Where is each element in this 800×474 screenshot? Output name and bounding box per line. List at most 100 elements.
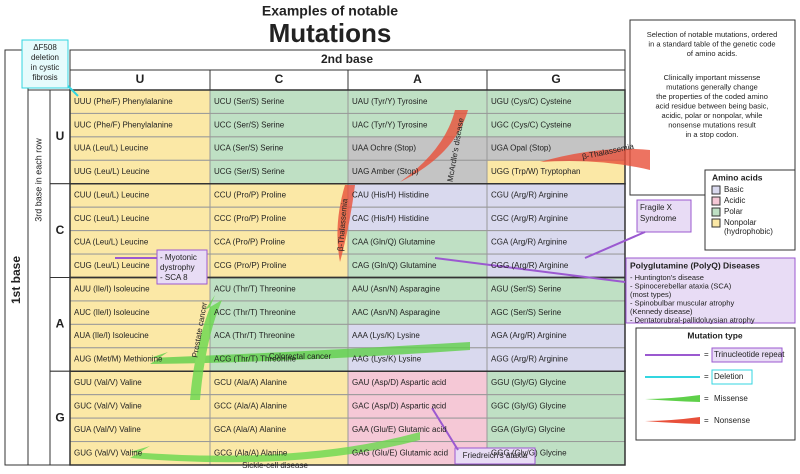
codon: UUC (Phe/F) Phenylalanine bbox=[74, 120, 173, 129]
fragile-box bbox=[636, 199, 692, 233]
description: the properties of the coded amino bbox=[656, 92, 768, 101]
codon: ACC (Thr/T) Threonine bbox=[214, 308, 296, 317]
description: acidic, polar or nonpolar, while bbox=[662, 111, 763, 120]
annotation: fibrosis bbox=[32, 73, 57, 82]
group-border bbox=[69, 370, 626, 466]
mutation-label: Trinucleotide repeat bbox=[714, 350, 785, 359]
repeat-line bbox=[431, 407, 459, 451]
mcardle-arrow bbox=[400, 110, 468, 182]
legend-label: Acidic bbox=[724, 196, 745, 205]
description: in a stop codon. bbox=[686, 130, 739, 139]
description-box bbox=[629, 19, 796, 196]
title: Examples of notable bbox=[262, 3, 398, 19]
annotation: dystrophy bbox=[160, 263, 195, 272]
codon: AUG (Met/M) Methionine bbox=[74, 355, 163, 364]
codon: AUC (Ile/I) Isoleucine bbox=[74, 308, 150, 317]
description: nonsense mutations result bbox=[668, 120, 756, 129]
second-base: 2nd base bbox=[321, 52, 373, 66]
polyq-item: - Huntington's disease bbox=[630, 273, 704, 282]
codon: CCA (Pro/P) Proline bbox=[214, 237, 286, 246]
codon: UGG (Trp/W) Tryptophan bbox=[491, 167, 581, 176]
codon: AGU (Ser/S) Serine bbox=[491, 284, 562, 293]
connectors bbox=[67, 85, 646, 451]
legend-title: Amino acids bbox=[712, 172, 763, 182]
codon: CCC (Pro/P) Proline bbox=[214, 214, 287, 223]
polyq-box bbox=[625, 257, 796, 324]
legend-label: Polar bbox=[724, 207, 743, 216]
annotation: in cystic bbox=[31, 63, 59, 72]
codon: AGC (Ser/S) Serine bbox=[491, 308, 562, 317]
codon: AAG (Lys/K) Lysine bbox=[352, 355, 422, 364]
codon: GGG (Gly/G) Glycine bbox=[491, 448, 567, 457]
description: in a standard table of the genetic code bbox=[648, 39, 775, 48]
codon: AUA (Ile/I) Isoleucine bbox=[74, 331, 149, 340]
annotation: Syndrome bbox=[640, 214, 677, 223]
codon: UAA Ochre (Stop) bbox=[352, 144, 416, 153]
codon: UUU (Phe/F) Phenylalanine bbox=[74, 97, 173, 106]
codon: GCG (Ala/A) Alanine bbox=[214, 448, 288, 457]
codon: AAA (Lys/K) Lysine bbox=[352, 331, 420, 340]
codon: CAU (His/H) Histidine bbox=[352, 191, 429, 200]
third-base: 3rd base in each row bbox=[33, 138, 43, 222]
codon: GUC (Val/V) Valine bbox=[74, 402, 142, 411]
mutation-label: Deletion bbox=[714, 372, 743, 381]
row-label: U bbox=[56, 129, 65, 143]
description: Clinically important missense bbox=[664, 73, 761, 82]
thal-arrow-2 bbox=[337, 185, 355, 262]
codon: CUG (Leu/L) Leucine bbox=[74, 261, 150, 270]
label-box bbox=[711, 369, 753, 385]
repeat-line bbox=[434, 257, 626, 283]
polyq-item: - Spinocerebellar ataxia (SCA) bbox=[630, 281, 732, 290]
codon: UUG (Leu/L) Leucine bbox=[74, 167, 150, 176]
colorectal-arrow bbox=[150, 342, 470, 364]
codon: CCU (Pro/P) Proline bbox=[214, 191, 287, 200]
codon: UGC (Cys/C) Cysteine bbox=[491, 120, 572, 129]
description: of amino acids. bbox=[687, 49, 737, 58]
repeat-line bbox=[584, 231, 646, 259]
sickle-arrow bbox=[130, 432, 420, 463]
codon: UCA (Ser/S) Serine bbox=[214, 144, 284, 153]
row-label: C bbox=[56, 223, 65, 237]
label-box bbox=[711, 347, 783, 363]
legend-label: (hydrophobic) bbox=[724, 227, 773, 236]
codon: GCA (Ala/A) Alanine bbox=[214, 425, 287, 434]
codon: UAG Amber (Stop) bbox=[352, 167, 419, 176]
codon: ACA (Thr/T) Threonine bbox=[214, 331, 295, 340]
polyq-item: (most types) bbox=[630, 290, 672, 299]
mutation-label: Nonsense bbox=[714, 416, 751, 425]
codon: GAA (Glu/E) Glutamic acid bbox=[352, 425, 447, 434]
annotation: Fragile X bbox=[640, 203, 673, 212]
column-label: C bbox=[275, 72, 284, 86]
codon: GUU (Val/V) Valine bbox=[74, 378, 142, 387]
mutation-title: Mutation type bbox=[687, 330, 743, 340]
first-base-cell bbox=[4, 49, 29, 466]
equals: = bbox=[704, 372, 709, 381]
polyq-item: - Spinobulbar muscular atrophy bbox=[630, 298, 734, 307]
description: Selection of notable mutations, ordered bbox=[647, 30, 778, 39]
annotation: - Myotonic bbox=[160, 253, 197, 262]
codon: GCC (Ala/A) Alanine bbox=[214, 402, 287, 411]
annotation: - SCA 8 bbox=[160, 273, 188, 282]
codon: ACG (Thr/T) Threonine bbox=[214, 355, 297, 364]
codon: GGC (Gly/G) Glycine bbox=[491, 402, 567, 411]
polyq-item: (Kennedy disease) bbox=[630, 307, 693, 316]
annotation: Friedreich's ataxia bbox=[463, 451, 528, 460]
legend-swatch bbox=[711, 196, 721, 206]
annotation: deletion bbox=[31, 53, 59, 62]
friedreich-box bbox=[454, 447, 536, 465]
codon: AUU (Ile/I) Isoleucine bbox=[74, 284, 150, 293]
codon: CCG (Pro/P) Proline bbox=[214, 261, 287, 270]
codon: CGA (Arg/R) Arginine bbox=[491, 237, 568, 246]
row-label: G bbox=[55, 410, 64, 424]
codon: AGA (Arg/R) Arginine bbox=[491, 331, 567, 340]
codon: UCU (Ser/S) Serine bbox=[214, 97, 285, 106]
description: mutations generally change bbox=[666, 82, 758, 91]
deletion-line bbox=[67, 85, 79, 97]
cystic-box bbox=[21, 39, 69, 89]
codon: GUG (Val/V) Valine bbox=[74, 448, 143, 457]
column-label: A bbox=[413, 72, 422, 86]
codon: GGA (Gly/G) Glycine bbox=[491, 425, 566, 434]
codon: CGU (Arg/R) Arginine bbox=[491, 191, 568, 200]
